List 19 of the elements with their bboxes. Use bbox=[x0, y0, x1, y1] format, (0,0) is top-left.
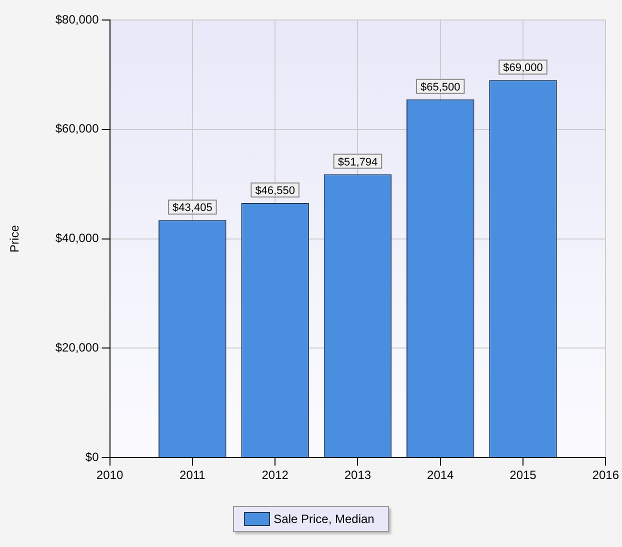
y-tick-label: $20,000 bbox=[55, 340, 100, 355]
x-tick-label: 2014 bbox=[427, 468, 454, 482]
y-tick-label: $0 bbox=[85, 450, 100, 464]
data-label: $43,405 bbox=[172, 202, 212, 214]
y-axis-title: Price bbox=[8, 224, 22, 252]
y-tick-label: $80,000 bbox=[55, 12, 100, 26]
data-label: $46,550 bbox=[255, 185, 295, 198]
x-tick-label: 2015 bbox=[510, 468, 537, 482]
data-label: $51,794 bbox=[338, 156, 378, 168]
data-label: $65,500 bbox=[420, 81, 460, 94]
x-tick-label: 2012 bbox=[262, 468, 289, 482]
text: Sale Price, Median bbox=[274, 512, 374, 526]
data-label: $69,000 bbox=[503, 62, 543, 74]
x-tick-label: 2010 bbox=[96, 468, 124, 482]
x-tick-label: 2011 bbox=[180, 468, 206, 482]
x-tick-label: 2016 bbox=[592, 468, 620, 482]
y-tick-label: $40,000 bbox=[55, 231, 100, 246]
x-tick-label: 2013 bbox=[344, 468, 372, 482]
y-tick-label: $60,000 bbox=[55, 122, 100, 136]
